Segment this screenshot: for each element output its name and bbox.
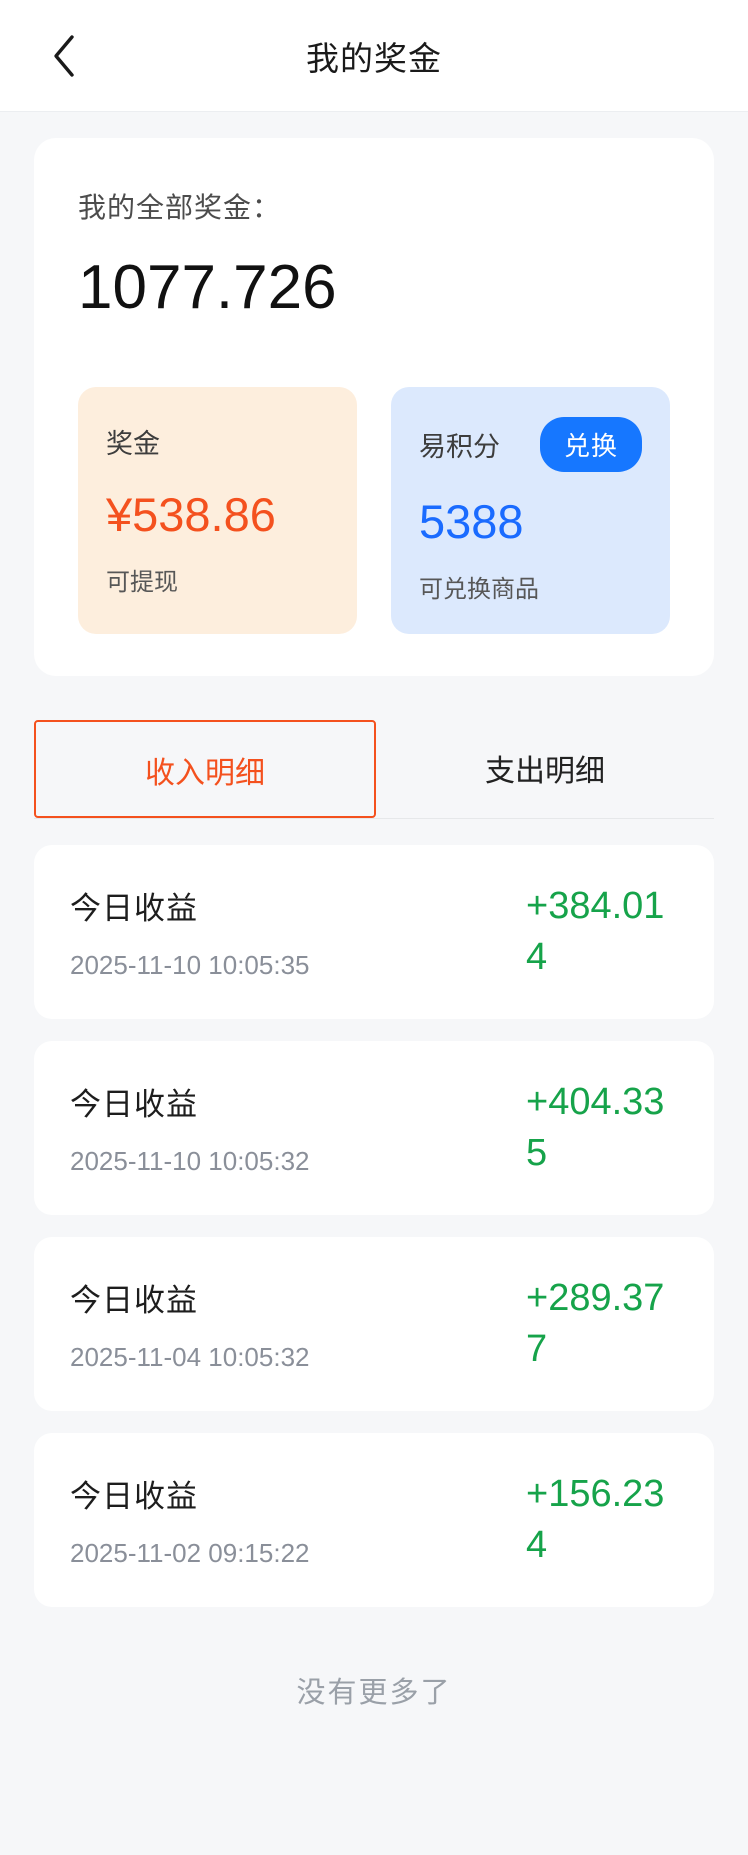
table-row[interactable]: 今日收益 2025-11-10 10:05:32 +404.335 xyxy=(34,1041,714,1215)
points-tile-sub: 可兑换商品 xyxy=(419,576,539,603)
balance-total: 1077.726 xyxy=(78,253,337,322)
page-title: 我的奖金 xyxy=(306,39,442,77)
bonus-tile-sub: 可提现 xyxy=(106,569,178,596)
row-text: 今日收益 2025-11-10 10:05:32 xyxy=(70,1079,506,1177)
points-tile[interactable]: 易积分 兑换 5388 可兑换商品 xyxy=(391,387,670,634)
points-tile-head: 易积分 兑换 xyxy=(419,417,642,472)
table-row[interactable]: 今日收益 2025-11-10 10:05:35 +384.014 xyxy=(34,845,714,1019)
tab-income[interactable]: 收入明细 xyxy=(34,720,376,818)
row-time: 2025-11-10 10:05:35 xyxy=(70,950,310,980)
exchange-button[interactable]: 兑换 xyxy=(539,417,642,472)
tab-expense[interactable]: 支出明细 xyxy=(485,755,605,788)
balance-label: 我的全部奖金： xyxy=(78,192,282,223)
bonus-tile-title: 奖金 xyxy=(106,428,160,459)
bonus-tile[interactable]: 奖金 ¥538.86 可提现 xyxy=(78,387,357,634)
no-more-label: 没有更多了 xyxy=(296,1677,452,1709)
points-tile-amount: 5388 xyxy=(419,495,524,548)
row-title: 今日收益 xyxy=(70,1087,198,1122)
row-text: 今日收益 2025-11-04 10:05:32 xyxy=(70,1275,506,1373)
row-amount: +156.234 xyxy=(526,1472,665,1566)
detail-tabs: 收入明细 支出明细 xyxy=(34,720,714,819)
table-row[interactable]: 今日收益 2025-11-02 09:15:22 +156.234 xyxy=(34,1433,714,1607)
row-text: 今日收益 2025-11-02 09:15:22 xyxy=(70,1471,506,1569)
points-tile-title: 易积分 xyxy=(419,432,500,462)
row-amount: +384.014 xyxy=(526,884,665,978)
row-time: 2025-11-10 10:05:32 xyxy=(70,1146,310,1176)
page-header: 我的奖金 xyxy=(0,0,748,112)
transaction-list: 今日收益 2025-11-10 10:05:35 +384.014 今日收益 2… xyxy=(34,845,714,1607)
row-text: 今日收益 2025-11-10 10:05:35 xyxy=(70,883,506,981)
bonus-tile-head: 奖金 xyxy=(106,417,329,465)
row-title: 今日收益 xyxy=(70,891,198,926)
balance-card: 我的全部奖金： 1077.726 奖金 ¥538.86 可提现 易积分 兑换 5… xyxy=(34,138,714,676)
back-button[interactable] xyxy=(40,32,88,80)
balance-tiles: 奖金 ¥538.86 可提现 易积分 兑换 5388 可兑换商品 xyxy=(78,387,670,634)
row-amount: +289.377 xyxy=(526,1276,665,1370)
row-time: 2025-11-04 10:05:32 xyxy=(70,1342,310,1372)
row-title: 今日收益 xyxy=(70,1283,198,1318)
row-amount: +404.335 xyxy=(526,1080,665,1174)
row-time: 2025-11-02 09:15:22 xyxy=(70,1538,310,1568)
row-title: 今日收益 xyxy=(70,1479,198,1514)
chevron-left-icon xyxy=(51,34,77,78)
bonus-tile-amount: ¥538.86 xyxy=(106,488,276,541)
table-row[interactable]: 今日收益 2025-11-04 10:05:32 +289.377 xyxy=(34,1237,714,1411)
